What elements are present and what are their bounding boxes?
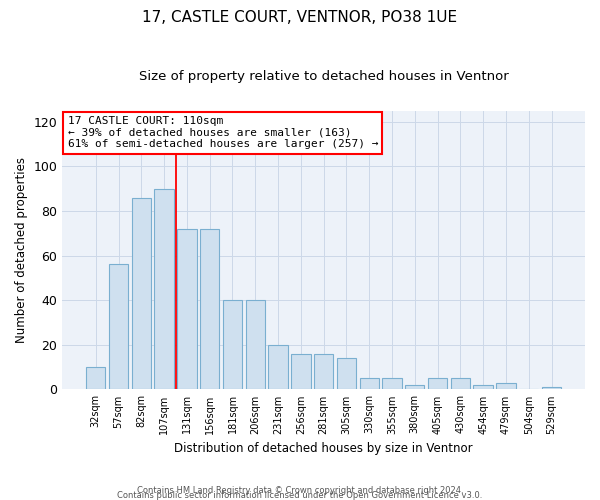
Bar xyxy=(382,378,402,390)
Bar xyxy=(245,300,265,390)
Bar xyxy=(405,385,424,390)
Title: Size of property relative to detached houses in Ventnor: Size of property relative to detached ho… xyxy=(139,70,509,83)
Bar xyxy=(359,378,379,390)
Text: 17, CASTLE COURT, VENTNOR, PO38 1UE: 17, CASTLE COURT, VENTNOR, PO38 1UE xyxy=(142,10,458,25)
Text: Contains public sector information licensed under the Open Government Licence v3: Contains public sector information licen… xyxy=(118,491,482,500)
X-axis label: Distribution of detached houses by size in Ventnor: Distribution of detached houses by size … xyxy=(175,442,473,455)
Bar xyxy=(496,382,515,390)
Bar xyxy=(268,345,288,390)
Y-axis label: Number of detached properties: Number of detached properties xyxy=(15,157,28,343)
Bar xyxy=(473,385,493,390)
Bar xyxy=(451,378,470,390)
Bar xyxy=(154,188,174,390)
Bar xyxy=(109,264,128,390)
Bar xyxy=(542,387,561,390)
Text: Contains HM Land Registry data © Crown copyright and database right 2024.: Contains HM Land Registry data © Crown c… xyxy=(137,486,463,495)
Bar xyxy=(223,300,242,390)
Bar xyxy=(177,229,197,390)
Bar xyxy=(200,229,220,390)
Bar xyxy=(314,354,334,390)
Bar xyxy=(291,354,311,390)
Bar xyxy=(337,358,356,390)
Bar xyxy=(86,367,106,390)
Bar xyxy=(428,378,447,390)
Bar xyxy=(131,198,151,390)
Text: 17 CASTLE COURT: 110sqm
← 39% of detached houses are smaller (163)
61% of semi-d: 17 CASTLE COURT: 110sqm ← 39% of detache… xyxy=(68,116,378,150)
